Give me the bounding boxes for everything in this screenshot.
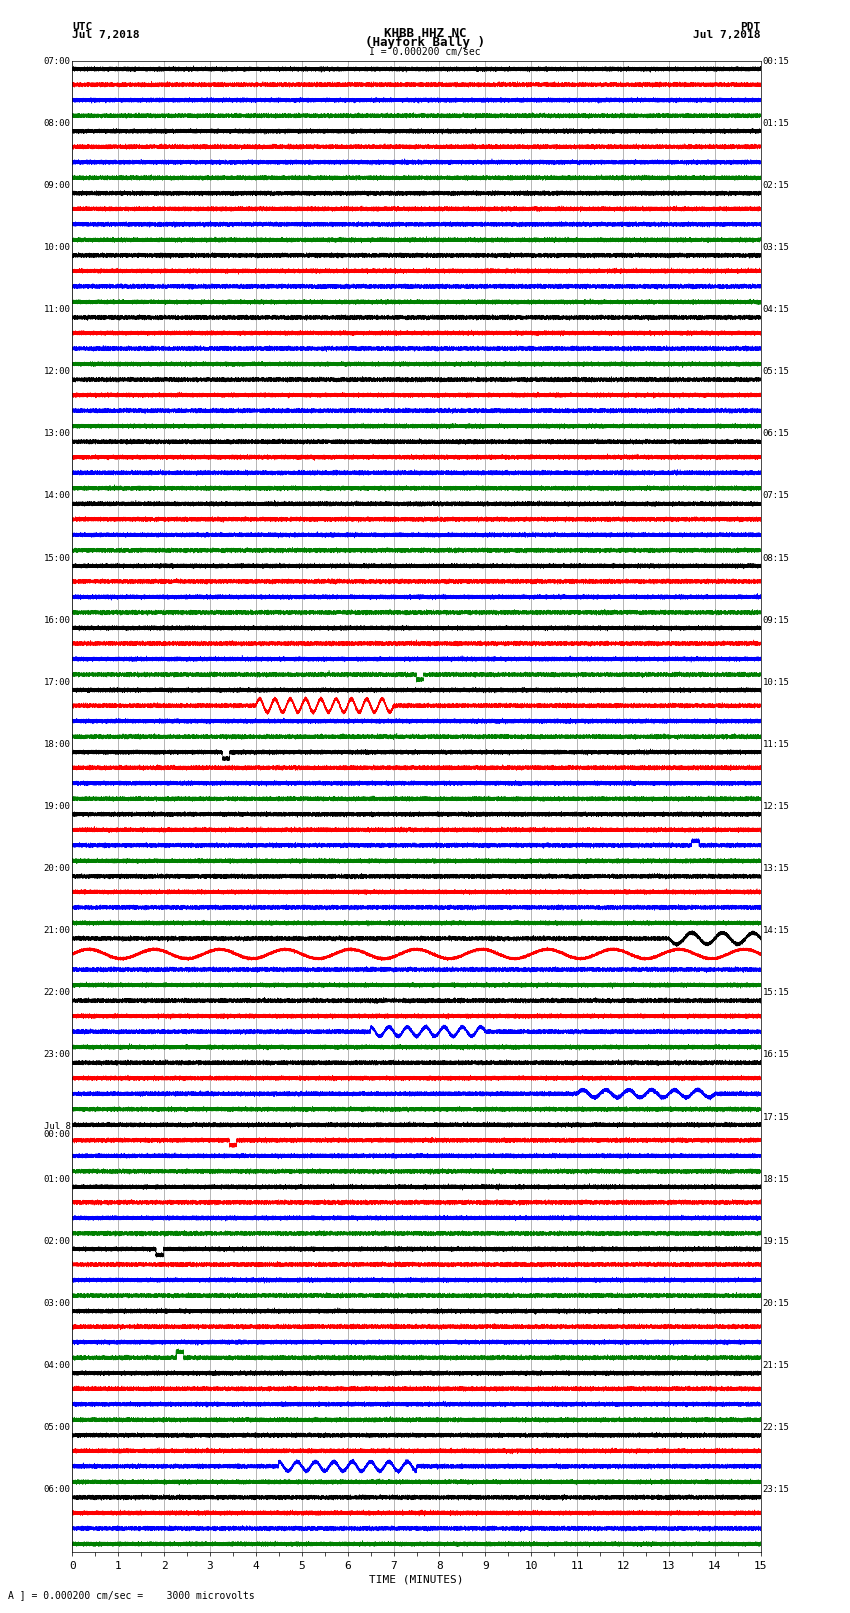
Text: 07:15: 07:15: [762, 492, 790, 500]
Text: 13:00: 13:00: [43, 429, 71, 439]
Text: 03:00: 03:00: [43, 1298, 71, 1308]
Text: Jul 7,2018: Jul 7,2018: [694, 31, 761, 40]
Text: 16:00: 16:00: [43, 616, 71, 624]
Text: 22:15: 22:15: [762, 1423, 790, 1432]
Text: 13:15: 13:15: [762, 865, 790, 873]
Text: 09:00: 09:00: [43, 181, 71, 190]
Text: 12:00: 12:00: [43, 368, 71, 376]
Text: UTC: UTC: [72, 23, 93, 32]
Text: 20:00: 20:00: [43, 865, 71, 873]
Text: 04:15: 04:15: [762, 305, 790, 315]
Text: 23:15: 23:15: [762, 1486, 790, 1494]
Text: 14:15: 14:15: [762, 926, 790, 936]
Text: 05:00: 05:00: [43, 1423, 71, 1432]
Text: 06:00: 06:00: [43, 1486, 71, 1494]
Text: 17:00: 17:00: [43, 677, 71, 687]
Text: 01:15: 01:15: [762, 119, 790, 127]
Text: A ] = 0.000200 cm/sec =    3000 microvolts: A ] = 0.000200 cm/sec = 3000 microvolts: [8, 1590, 255, 1600]
Text: 02:00: 02:00: [43, 1237, 71, 1245]
Text: KHBB HHZ NC: KHBB HHZ NC: [383, 26, 467, 39]
Text: 18:15: 18:15: [762, 1174, 790, 1184]
Text: (Hayfork Bally ): (Hayfork Bally ): [365, 35, 485, 50]
Text: 11:00: 11:00: [43, 305, 71, 315]
Text: 03:15: 03:15: [762, 244, 790, 252]
Text: 20:15: 20:15: [762, 1298, 790, 1308]
Text: 09:15: 09:15: [762, 616, 790, 624]
Text: 15:15: 15:15: [762, 989, 790, 997]
Text: 07:00: 07:00: [43, 56, 71, 66]
Text: 21:00: 21:00: [43, 926, 71, 936]
Text: 00:00: 00:00: [43, 1129, 71, 1139]
Text: 16:15: 16:15: [762, 1050, 790, 1060]
Text: 05:15: 05:15: [762, 368, 790, 376]
Text: 08:15: 08:15: [762, 553, 790, 563]
Text: 06:15: 06:15: [762, 429, 790, 439]
Text: 14:00: 14:00: [43, 492, 71, 500]
Text: 02:15: 02:15: [762, 181, 790, 190]
Text: 21:15: 21:15: [762, 1361, 790, 1369]
Text: 00:15: 00:15: [762, 56, 790, 66]
Text: Jul 8: Jul 8: [43, 1123, 71, 1131]
Text: 22:00: 22:00: [43, 989, 71, 997]
Text: 11:15: 11:15: [762, 740, 790, 748]
Text: 18:00: 18:00: [43, 740, 71, 748]
Text: Jul 7,2018: Jul 7,2018: [72, 31, 139, 40]
Text: 10:15: 10:15: [762, 677, 790, 687]
Text: 08:00: 08:00: [43, 119, 71, 127]
Text: 17:15: 17:15: [762, 1113, 790, 1121]
Text: PDT: PDT: [740, 23, 761, 32]
Text: 04:00: 04:00: [43, 1361, 71, 1369]
Text: 23:00: 23:00: [43, 1050, 71, 1060]
X-axis label: TIME (MINUTES): TIME (MINUTES): [369, 1574, 464, 1586]
Text: 19:15: 19:15: [762, 1237, 790, 1245]
Text: 15:00: 15:00: [43, 553, 71, 563]
Text: 12:15: 12:15: [762, 802, 790, 811]
Text: 01:00: 01:00: [43, 1174, 71, 1184]
Text: 10:00: 10:00: [43, 244, 71, 252]
Text: 19:00: 19:00: [43, 802, 71, 811]
Text: I = 0.000200 cm/sec: I = 0.000200 cm/sec: [369, 47, 481, 58]
